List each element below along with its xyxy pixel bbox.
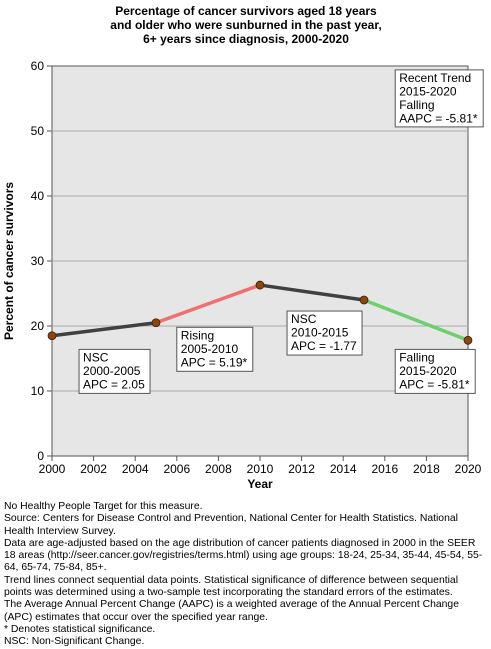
y-tick-label: 20 xyxy=(31,319,45,333)
y-axis: 0 10 20 30 40 50 60 xyxy=(31,59,52,463)
x-tick-label: 2018 xyxy=(413,462,440,476)
x-tick-label: 2016 xyxy=(371,462,398,476)
data-point xyxy=(151,318,161,328)
x-tick-label: 2020 xyxy=(455,462,482,476)
footnote-age-adjustment: Data are age-adjusted based on the age d… xyxy=(4,537,483,574)
x-tick-label: 2006 xyxy=(163,462,190,476)
trend-line xyxy=(154,283,262,325)
annotation-text: APC = -5.81* xyxy=(399,377,470,391)
footnote-target: No Healthy People Target for this measur… xyxy=(4,501,203,512)
annotation-box xyxy=(394,348,476,394)
data-point xyxy=(359,295,369,305)
chart-title-line: Percentage of cancer survivors aged 18 y… xyxy=(115,4,377,18)
x-tick-label: 2008 xyxy=(205,462,232,476)
y-tick-label: 0 xyxy=(37,449,44,463)
annotation-text: NSC xyxy=(291,312,317,326)
trend-line xyxy=(50,321,158,338)
y-tick-label: 30 xyxy=(31,254,45,268)
data-points xyxy=(47,280,473,345)
data-point xyxy=(47,331,57,341)
annotation-text: 2000-2005 xyxy=(83,364,141,378)
annotation-box xyxy=(394,69,484,128)
x-tick-label: 2002 xyxy=(80,462,107,476)
chart-title-line: and older who were sunburned in the past… xyxy=(110,18,381,32)
trend-line xyxy=(362,298,470,343)
footnote-significance: * Denotes statistical significance. xyxy=(4,623,156,635)
data-point xyxy=(255,280,265,290)
footnote-aapc: The Average Annual Percent Change (AAPC)… xyxy=(4,599,459,623)
footnotes: No Healthy People Target for this measur… xyxy=(4,501,488,649)
x-tick-label: 2010 xyxy=(247,462,274,476)
annotation-text: 2015-2020 xyxy=(399,84,457,98)
y-tick-label: 60 xyxy=(31,59,45,73)
annotation-text: Falling xyxy=(399,98,434,112)
annotation-text: APC = 2.05 xyxy=(83,377,145,391)
annotation-box xyxy=(286,310,363,356)
y-tick-label: 40 xyxy=(31,189,45,203)
chart: Percentage of cancer survivors aged 18 y… xyxy=(2,4,484,491)
annotation-text: 2015-2020 xyxy=(399,364,457,378)
x-axis: 2000 2002 2004 2006 2008 2010 2012 2014 2016 2018… xyxy=(39,456,482,476)
annotation-box xyxy=(176,326,254,372)
x-tick-label: 2014 xyxy=(330,462,357,476)
footnote-nsc: NSC: Non-Significant Change. xyxy=(4,636,145,648)
y-axis-title: Percent of cancer survivors xyxy=(2,182,16,340)
annotation-box xyxy=(78,348,151,394)
annotation-text: Recent Trend xyxy=(399,71,471,85)
chart-title-line: 6+ years since diagnosis, 2000-2020 xyxy=(143,32,349,46)
footnote-trend-lines: Trend lines connect sequential data poin… xyxy=(4,574,459,599)
annotation-text: 2010-2015 xyxy=(291,326,349,340)
y-tick-label: 50 xyxy=(31,124,45,138)
trend-lines xyxy=(50,283,470,343)
x-tick-label: 2012 xyxy=(288,462,315,476)
x-tick-label: 2000 xyxy=(39,462,66,476)
x-tick-label: 2004 xyxy=(122,462,149,476)
annotation-text: NSC xyxy=(83,350,109,364)
annotation-text: Falling xyxy=(399,350,434,364)
trend-line xyxy=(258,283,366,302)
x-axis-title: Year xyxy=(247,477,273,491)
annotation-text: APC = 5.19* xyxy=(181,355,248,369)
chart-title: Percentage of cancer survivors aged 18 y… xyxy=(110,4,381,46)
annotation-text: Rising xyxy=(181,328,214,342)
annotation-text: 2005-2010 xyxy=(181,342,239,356)
y-tick-label: 10 xyxy=(31,384,45,398)
footnote-source: Source: Centers for Disease Control and … xyxy=(4,513,458,537)
annotation-text: AAPC = -5.81* xyxy=(399,111,478,125)
annotation-text: APC = -1.77 xyxy=(291,339,357,353)
data-point xyxy=(463,335,473,345)
